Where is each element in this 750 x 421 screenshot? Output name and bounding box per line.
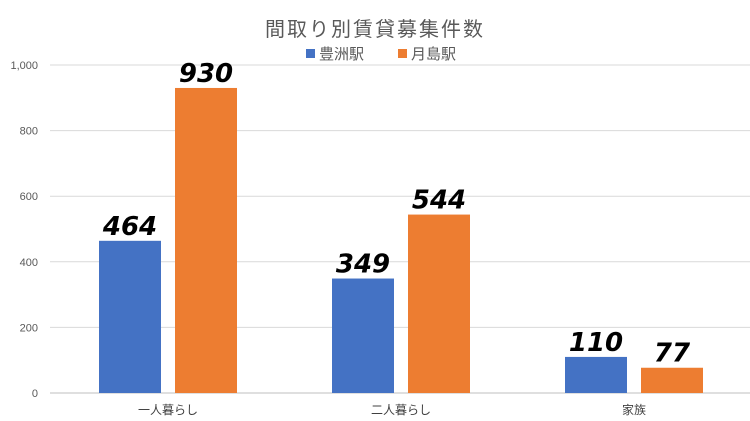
legend-label: 豊洲駅 xyxy=(319,45,364,63)
legend-label: 月島駅 xyxy=(411,45,456,63)
data-label: 349 xyxy=(336,250,390,280)
legend-swatch xyxy=(398,49,407,58)
chart-title: 間取り別賃貸募集件数 xyxy=(265,17,485,41)
data-label: 930 xyxy=(179,59,233,89)
data-label: 464 xyxy=(102,212,157,242)
bar-豊洲駅 xyxy=(99,240,161,393)
x-tick-label: 二人暮らし xyxy=(371,403,431,417)
bar-月島駅 xyxy=(175,87,237,394)
data-labels: 464 930 349 544 110 77 xyxy=(102,59,691,369)
bars xyxy=(99,87,703,394)
y-tick-label: 600 xyxy=(20,191,38,203)
bar-月島駅 xyxy=(408,214,470,393)
category-labels: 一人暮らし 二人暮らし 家族 xyxy=(138,402,646,417)
y-tick-label: 1,000 xyxy=(10,60,38,72)
bar-月島駅 xyxy=(641,367,703,393)
legend: 豊洲駅 月島駅 xyxy=(306,45,456,63)
bar-豊洲駅 xyxy=(565,356,627,393)
y-tick-label: 200 xyxy=(20,322,38,334)
y-tick-label: 800 xyxy=(20,126,38,138)
data-label: 544 xyxy=(412,186,466,216)
x-tick-label: 家族 xyxy=(622,402,646,417)
gridlines: 0 200 400 600 800 1,000 xyxy=(10,60,750,400)
data-label: 77 xyxy=(654,339,691,369)
y-tick-label: 0 xyxy=(32,388,38,400)
legend-swatch xyxy=(306,49,315,58)
x-tick-label: 一人暮らし xyxy=(138,403,198,417)
y-tick-label: 400 xyxy=(20,257,38,269)
bar-豊洲駅 xyxy=(332,278,394,393)
data-label: 110 xyxy=(569,328,623,358)
